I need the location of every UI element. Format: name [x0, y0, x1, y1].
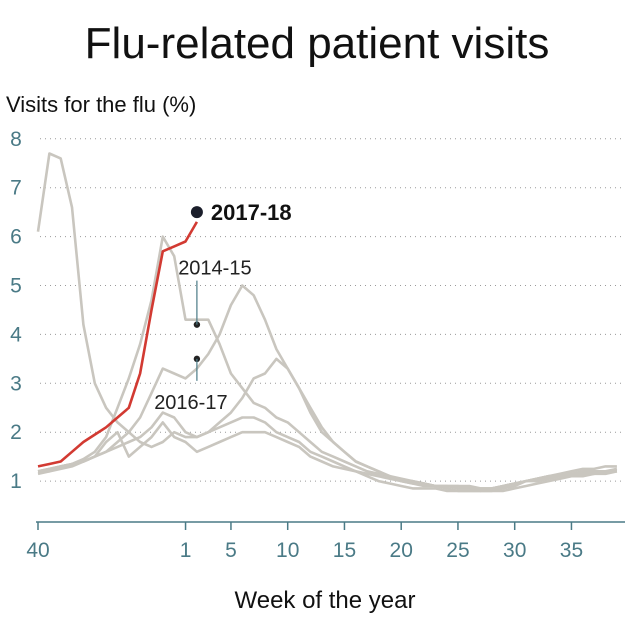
x-tick-label: 25 [446, 539, 469, 562]
highlight-season [37, 221, 199, 468]
x-tick-label: 30 [503, 539, 526, 562]
season-line [36, 152, 618, 493]
y-tick-label: 3 [10, 372, 22, 395]
marker-dot [193, 355, 201, 363]
x-tick-label: 35 [560, 539, 583, 562]
season-line [37, 357, 617, 490]
y-tick-label: 1 [10, 470, 22, 493]
background-seasons [36, 152, 618, 493]
season-line [38, 421, 617, 490]
x-tick-labels: 40 1 5 10 15 20 25 30 35 [26, 522, 583, 562]
marker-dot [190, 206, 203, 219]
chart-title: Flu-related patient visits [85, 19, 550, 68]
x-tick-label: 40 [26, 539, 49, 562]
y-tick-label: 5 [10, 275, 22, 298]
y-tick-label: 4 [10, 323, 22, 346]
annotations: 2017-18 2014-15 2016-17 [154, 200, 291, 414]
marker-label: 2014-15 [178, 258, 251, 280]
x-tick-label: 1 [180, 539, 192, 562]
y-tick-label: 8 [10, 128, 22, 151]
season-line [37, 235, 618, 493]
x-tick-label: 10 [276, 539, 299, 562]
x-tick-label: 5 [225, 539, 237, 562]
x-tick-label: 15 [333, 539, 356, 562]
x-tick-label: 20 [390, 539, 413, 562]
y-tick-label: 6 [10, 226, 22, 249]
season-line-2017-18 [37, 221, 199, 468]
y-axis-label: Visits for the flu (%) [6, 92, 196, 117]
y-tick-labels: 1 2 3 4 5 6 7 8 [10, 128, 22, 493]
marker-label: 2017-18 [211, 200, 292, 225]
y-tick-label: 7 [10, 177, 22, 200]
x-axis-label: Week of the year [235, 587, 416, 614]
marker-label: 2016-17 [154, 392, 227, 414]
y-tick-label: 2 [10, 421, 22, 444]
